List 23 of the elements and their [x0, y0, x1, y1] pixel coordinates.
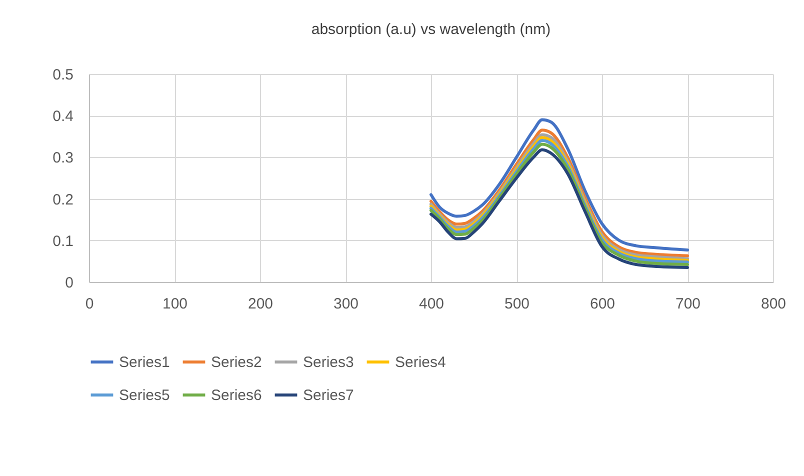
legend-label: Series1	[119, 354, 170, 371]
legend-label: Series5	[119, 387, 170, 404]
x-tick-label: 100	[162, 296, 188, 312]
legend-label: Series3	[303, 354, 354, 371]
y-tick-label: 0.2	[52, 191, 74, 208]
y-tick-label: 0	[65, 274, 74, 292]
x-tick-label: 500	[504, 296, 530, 312]
y-tick-label: 0.1	[52, 232, 74, 250]
x-tick-label: 200	[248, 296, 274, 312]
x-tick-label: 300	[333, 296, 359, 312]
legend-label: Series2	[211, 354, 262, 371]
legend-label: Series7	[303, 387, 354, 404]
chart-title: absorption (a.u) vs wavelength (nm)	[311, 21, 551, 38]
y-tick-label: 0.4	[52, 108, 74, 126]
x-tick-label: 800	[760, 296, 786, 312]
y-tick-label: 0.5	[52, 66, 74, 84]
x-tick-label: 600	[590, 296, 616, 312]
y-tick-label: 0.3	[52, 150, 74, 167]
legend-label: Series6	[211, 387, 262, 404]
x-tick-label: 0	[85, 296, 94, 312]
x-tick-label: 700	[675, 296, 701, 312]
legend-label: Series4	[395, 354, 446, 371]
x-tick-label: 400	[418, 296, 444, 312]
